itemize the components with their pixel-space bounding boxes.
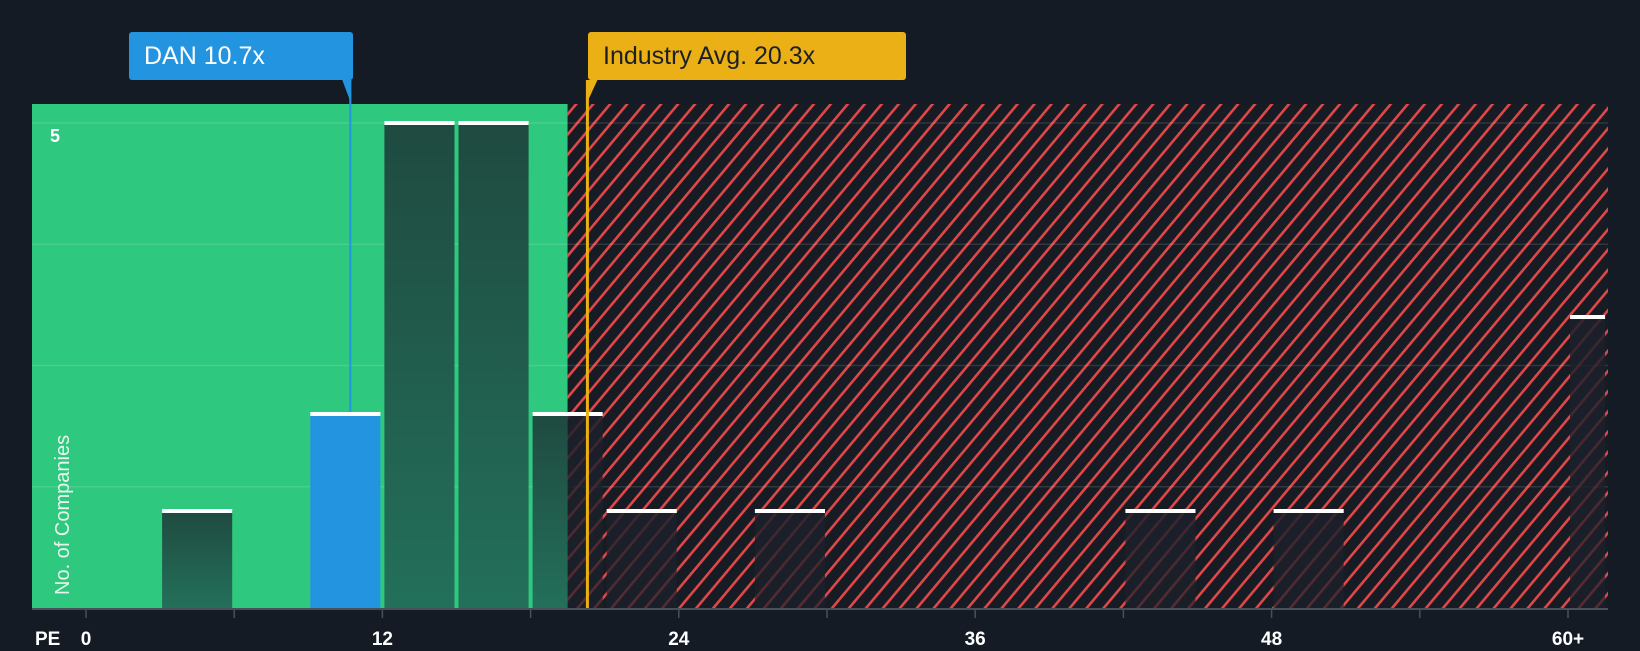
histogram-bar: [1273, 511, 1344, 608]
x-tick-12: 12: [371, 629, 393, 650]
x-tick-60-plus: 60+: [1551, 629, 1585, 650]
gridlines: [32, 122, 1608, 488]
x-tick-0: 0: [80, 629, 92, 650]
histogram-bar: [754, 511, 825, 608]
y-axis-label: No. of Companies: [52, 434, 74, 595]
histogram-bar: [458, 123, 529, 608]
company-bar: [310, 414, 381, 608]
industry-avg-callout: Industry Avg. 20.3x: [588, 32, 906, 80]
histogram-bar: [384, 123, 455, 608]
x-tick-36: 36: [964, 629, 986, 650]
histogram-bar: [1125, 511, 1196, 608]
histogram-bars: [162, 121, 1606, 608]
histogram-bar: [1570, 317, 1606, 608]
x-axis-label: PE: [35, 629, 61, 650]
marker-lines: [342, 80, 598, 608]
x-tick-48: 48: [1261, 629, 1283, 650]
x-tick-24: 24: [668, 629, 690, 650]
company-pe-callout: DAN 10.7x: [129, 32, 353, 80]
histogram-bar: [162, 511, 233, 608]
x-axis: [32, 608, 1608, 618]
histogram-bar: [606, 511, 677, 608]
y-tick-label: 5: [50, 126, 61, 146]
